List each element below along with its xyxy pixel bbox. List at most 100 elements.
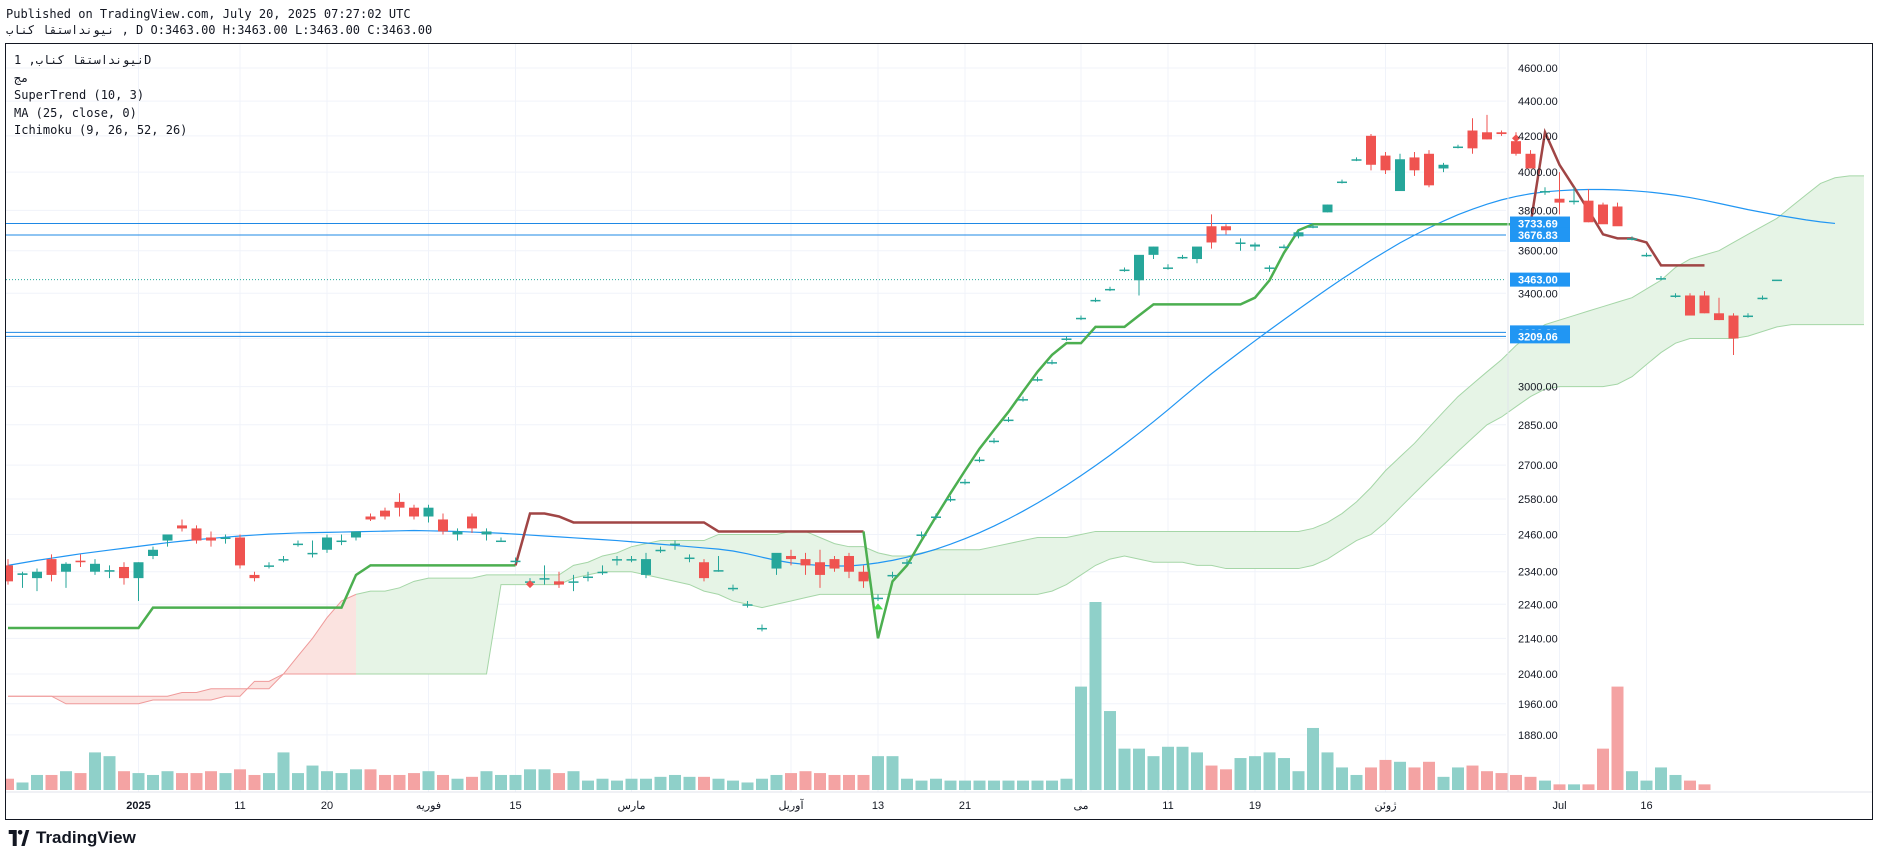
legend-ichimoku[interactable]: Ichimoku (9, 26, 52, 26) — [14, 123, 188, 137]
price-label — [1510, 272, 1570, 287]
volume-bar — [292, 773, 304, 790]
volume-bar — [1031, 780, 1044, 790]
candle — [1119, 269, 1130, 272]
candle — [1409, 157, 1420, 171]
volume-bar — [16, 782, 29, 790]
candle — [380, 510, 390, 517]
x-tick-label: 20 — [321, 800, 333, 812]
volume-bar — [625, 778, 638, 790]
volume-bar — [6, 778, 14, 790]
candle — [452, 531, 463, 535]
volume-bar — [915, 780, 928, 790]
candle — [394, 501, 405, 508]
candle — [293, 543, 303, 546]
candle — [1032, 379, 1043, 381]
candle — [655, 549, 666, 552]
x-tick-label: آوریل — [778, 799, 804, 812]
candle — [278, 559, 289, 561]
x-tick-label: 11 — [1162, 800, 1173, 812]
candle — [1322, 204, 1333, 213]
x-tick-label: 21 — [959, 800, 971, 812]
volume-bar — [60, 771, 72, 790]
volume-bar — [1495, 773, 1508, 790]
volume-bar — [669, 774, 681, 790]
candle — [1685, 295, 1695, 316]
horizontal-lines — [6, 223, 1506, 337]
volume-bar — [1104, 711, 1116, 790]
candle — [510, 560, 521, 563]
ohlc-readout: نیونداستقا کناب , D O:3463.00 H:3463.00 … — [6, 23, 433, 37]
candle — [815, 562, 825, 575]
x-tick-label: می — [1073, 800, 1088, 812]
volume-bar — [1249, 756, 1261, 790]
candle — [887, 574, 898, 577]
price-label-text: 3209.06 — [1518, 331, 1558, 343]
candle — [1337, 181, 1347, 184]
candle — [1105, 288, 1115, 291]
x-tick-label: فوریه — [416, 800, 441, 812]
supertrend-up — [8, 564, 516, 630]
legend-supertrend[interactable]: SuperTrend (10, 3) — [14, 88, 145, 102]
candle — [1076, 317, 1086, 320]
candle — [1757, 297, 1768, 300]
volume-bar — [350, 769, 362, 790]
volume-bar — [1553, 784, 1566, 790]
volume-bars — [6, 602, 1711, 790]
x-tick-label: 19 — [1249, 800, 1261, 812]
volume-bar — [335, 773, 348, 790]
candle — [264, 565, 274, 567]
candle — [989, 440, 999, 443]
candle — [713, 570, 724, 572]
candle — [1163, 267, 1173, 269]
volume-bar — [103, 756, 116, 790]
candle — [423, 507, 434, 517]
volume-bar — [785, 773, 797, 790]
volume-bar — [1698, 784, 1711, 790]
tradingview-brand[interactable]: TradingView — [6, 828, 136, 848]
volume-bar — [872, 756, 884, 790]
volume-bar — [219, 773, 232, 790]
volume-bar — [495, 774, 507, 790]
legend-symbol[interactable]: نیونداستقا کناب, 1D — [14, 53, 152, 67]
candle — [1351, 159, 1362, 161]
candle — [75, 560, 86, 563]
candle — [1366, 135, 1376, 165]
volume-bar — [89, 752, 101, 790]
candle — [90, 563, 100, 572]
candle — [873, 597, 883, 600]
time-axis: 2025 11 20 فوریه 15 مارس آوریل 13 21 می 11 19 ژوئن Ju… — [6, 791, 1872, 812]
candle — [235, 537, 245, 566]
candle — [1047, 362, 1057, 364]
volume-bar — [1321, 752, 1334, 790]
x-tick-label: 15 — [509, 800, 521, 812]
candle — [467, 516, 477, 529]
candle — [1467, 130, 1478, 149]
y-tick-label: 2580.00 — [1518, 494, 1558, 506]
candle — [1090, 299, 1101, 302]
candle — [409, 507, 419, 517]
candle — [1177, 256, 1188, 259]
candle — [1061, 338, 1072, 340]
candle — [945, 498, 956, 501]
price-label — [1510, 227, 1570, 242]
candle — [974, 459, 985, 462]
candle — [46, 559, 57, 575]
legend-ma[interactable]: MA (25, close, 0) — [14, 105, 137, 120]
volume-bar — [306, 765, 319, 790]
candle — [1656, 278, 1666, 280]
candle — [1540, 191, 1550, 193]
volume-bar — [799, 771, 812, 790]
price-label-text: 3463.00 — [1518, 275, 1558, 287]
candle — [307, 552, 318, 555]
candle — [1192, 246, 1202, 260]
ichimoku-cloud — [8, 175, 1864, 705]
volume-bar — [857, 774, 870, 790]
volume-bar — [727, 780, 739, 790]
candle — [539, 578, 550, 580]
chart-frame[interactable]: 4600.00 4400.00 4200.00 4000.00 3800.00 3600.… — [5, 43, 1873, 820]
volume-bar — [132, 773, 145, 790]
volume-bar — [988, 780, 1000, 790]
volume-bar — [814, 773, 826, 790]
price-chart[interactable]: 4600.00 4400.00 4200.00 4000.00 3800.00 3600.… — [6, 44, 1872, 819]
cloud-edge — [8, 593, 357, 697]
